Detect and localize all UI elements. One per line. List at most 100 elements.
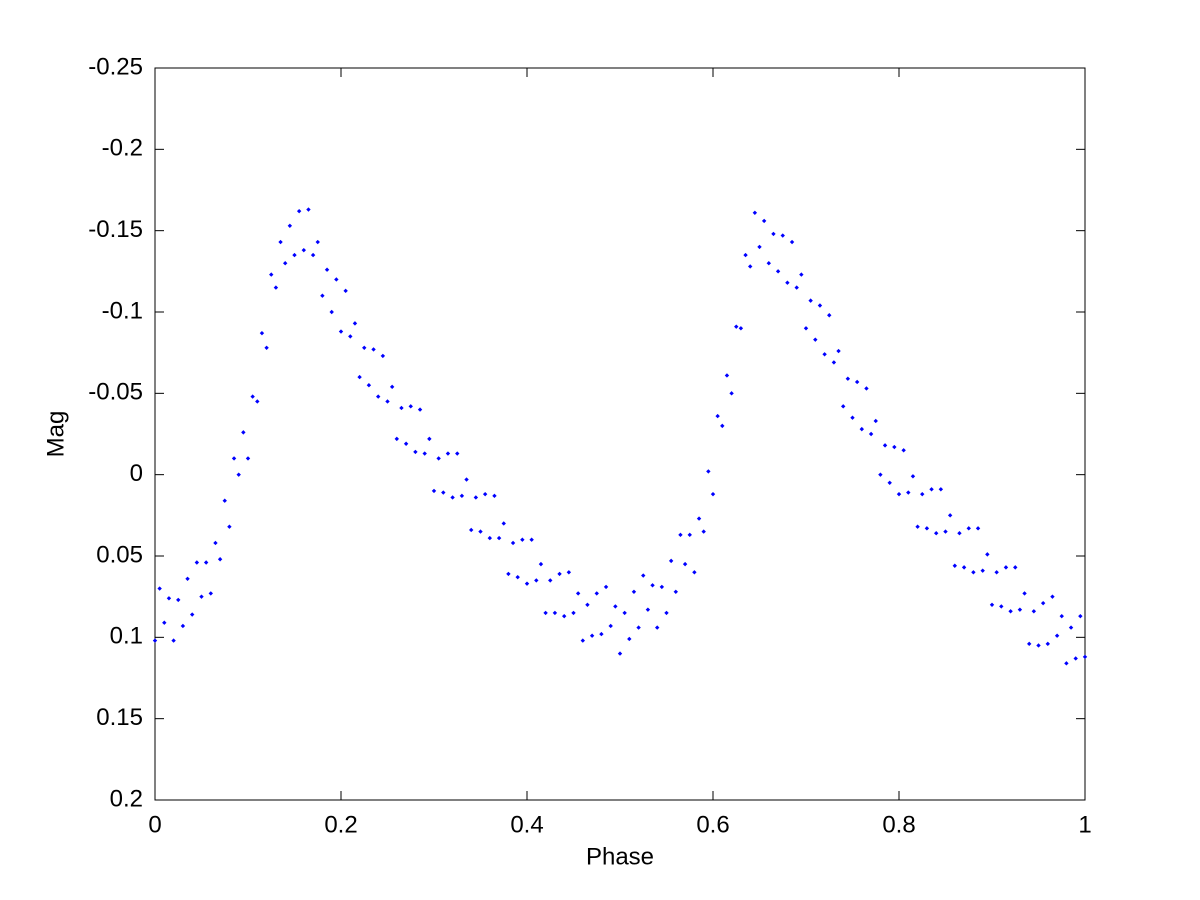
data-point [152,638,158,643]
data-point [901,448,906,453]
data-point [408,404,413,409]
data-point [882,443,888,448]
data-point [1003,565,1009,570]
data-point [455,451,460,456]
data-point [445,451,451,456]
data-point [571,610,576,616]
data-point [236,472,241,477]
data-point [306,207,311,212]
data-point [794,285,799,290]
data-point [203,560,209,565]
data-point [380,353,386,359]
data-point [603,584,609,590]
data-point [464,477,469,482]
data-point [836,348,841,354]
data-point [376,394,381,399]
data-point [557,571,562,577]
y-tick-label: -0.1 [102,297,143,324]
data-point [575,591,581,596]
data-point [920,491,925,497]
data-point [292,252,297,258]
data-point [1059,613,1064,619]
data-point [729,391,734,396]
data-point [529,537,534,542]
data-point [631,589,637,594]
data-point [534,578,539,583]
data-point [1017,607,1023,612]
data-point [841,404,846,409]
data-point [724,373,730,378]
data-point [157,586,162,591]
data-point [780,233,785,238]
data-point [822,352,827,357]
data-point [180,623,186,629]
data-point [371,347,376,352]
data-point [589,633,595,638]
x-axis-label: Phase [586,843,654,870]
data-point [645,607,651,612]
data-point [162,620,167,625]
data-point [803,326,809,331]
data-point [641,573,646,578]
data-point [752,210,758,215]
y-tick-label: 0.15 [96,704,143,731]
data-point [859,426,864,432]
data-point [892,444,897,450]
data-point [250,394,255,399]
data-point [1073,656,1078,661]
data-point [878,472,883,477]
data-point [176,597,181,603]
data-point [943,529,948,534]
data-point [566,570,572,575]
data-point [1045,641,1050,647]
data-point [552,610,558,616]
data-point [399,405,404,411]
data-point [1054,633,1060,638]
data-point [283,261,288,266]
data-point [329,309,334,315]
data-point [296,208,302,214]
data-point [696,516,702,521]
data-point [664,610,669,616]
data-point [766,261,771,266]
data-point [357,374,362,380]
data-point [227,524,232,529]
data-point [487,535,492,541]
data-point [1013,565,1018,570]
y-tick-label: -0.2 [102,135,143,162]
data-point [264,345,269,350]
data-point [599,631,604,637]
data-point [524,581,530,586]
data-point [961,565,967,570]
x-tick-label: 0.2 [324,811,357,838]
data-point [887,480,892,485]
data-point [743,252,748,258]
data-point [394,436,399,442]
data-point [771,231,776,237]
data-point [952,563,957,568]
data-point [668,558,674,564]
data-point [896,491,902,497]
data-point [473,495,479,500]
data-point [436,456,441,461]
data-point [413,449,418,455]
data-point [1078,613,1083,619]
data-point [478,529,483,534]
data-point [985,552,990,557]
data-point [622,610,627,616]
data-point [1036,643,1041,648]
data-point [469,527,474,533]
data-point [194,560,200,565]
data-point [873,418,878,424]
data-point [994,570,999,575]
data-point [334,277,339,282]
data-point [789,239,795,245]
data-point [482,491,488,497]
data-point [510,540,516,546]
data-point [817,303,823,308]
data-point [389,384,395,390]
data-point [617,651,623,656]
data-point [171,638,176,643]
data-point [273,285,279,290]
